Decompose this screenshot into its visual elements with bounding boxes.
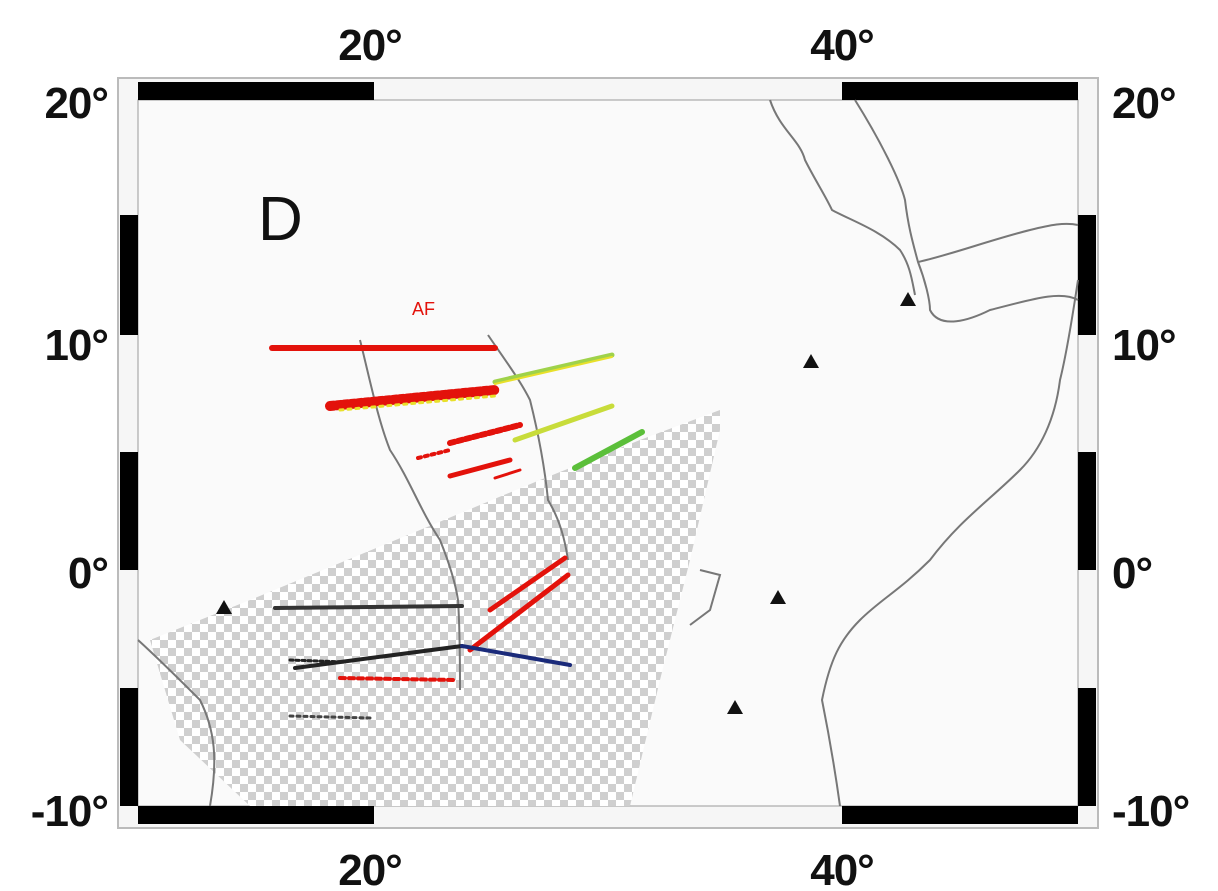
right-tick-label-minus10: -10° [1112, 787, 1189, 836]
region-label: AF [412, 299, 435, 319]
black-dashed-profile-2 [288, 714, 372, 720]
right-tick-label-0: 0° [1112, 549, 1152, 598]
left-tick-label-minus10: -10° [31, 787, 108, 836]
right-tick-label-20: 20° [1112, 79, 1176, 128]
coastlines [137, 99, 1079, 807]
black-dashed-profile-1 [288, 658, 347, 664]
black-profile-1 [273, 604, 464, 610]
frame-ticks [120, 82, 1096, 824]
triangle-marker-icon [770, 590, 786, 604]
bottom-tick-label-40: 40° [810, 846, 874, 891]
triangle-marker-icon [900, 292, 916, 306]
black-profile-2 [293, 644, 464, 670]
yellow-profile-2 [338, 394, 497, 412]
bottom-tick-label-20: 20° [338, 846, 402, 891]
red-profile-8 [467, 572, 571, 653]
red-profile-4 [416, 448, 452, 460]
left-tick-label-10: 10° [44, 321, 108, 370]
top-tick-label-20: 20° [338, 21, 402, 70]
left-tick-label-20: 20° [44, 79, 108, 128]
profile-lines [269, 345, 645, 720]
red-dashed-profile [338, 676, 457, 682]
panel-letter: D [258, 185, 303, 254]
red-profile-5 [447, 457, 513, 479]
red-profile-6 [493, 468, 522, 480]
blue-profile [460, 644, 572, 667]
right-tick-label-10: 10° [1112, 321, 1176, 370]
triangle-marker-icon [727, 700, 743, 714]
triangle-marker-icon [216, 600, 232, 614]
red-profile-7 [487, 555, 568, 613]
green-profile-2 [572, 429, 645, 471]
triangle-marker-icon [803, 354, 819, 368]
red-profile-2 [325, 385, 500, 411]
green-profile-1 [492, 352, 615, 385]
yellowgreen-profile [512, 403, 615, 443]
axis-labels: 20° 40° 20° 40° 20° 10° 0° -10° 20° 10° … [31, 21, 1190, 891]
left-tick-label-0: 0° [68, 549, 108, 598]
top-tick-label-40: 40° [810, 21, 874, 70]
red-profile-3 [447, 422, 523, 446]
yellow-profile-1 [494, 356, 613, 385]
triangle-markers [216, 292, 916, 714]
